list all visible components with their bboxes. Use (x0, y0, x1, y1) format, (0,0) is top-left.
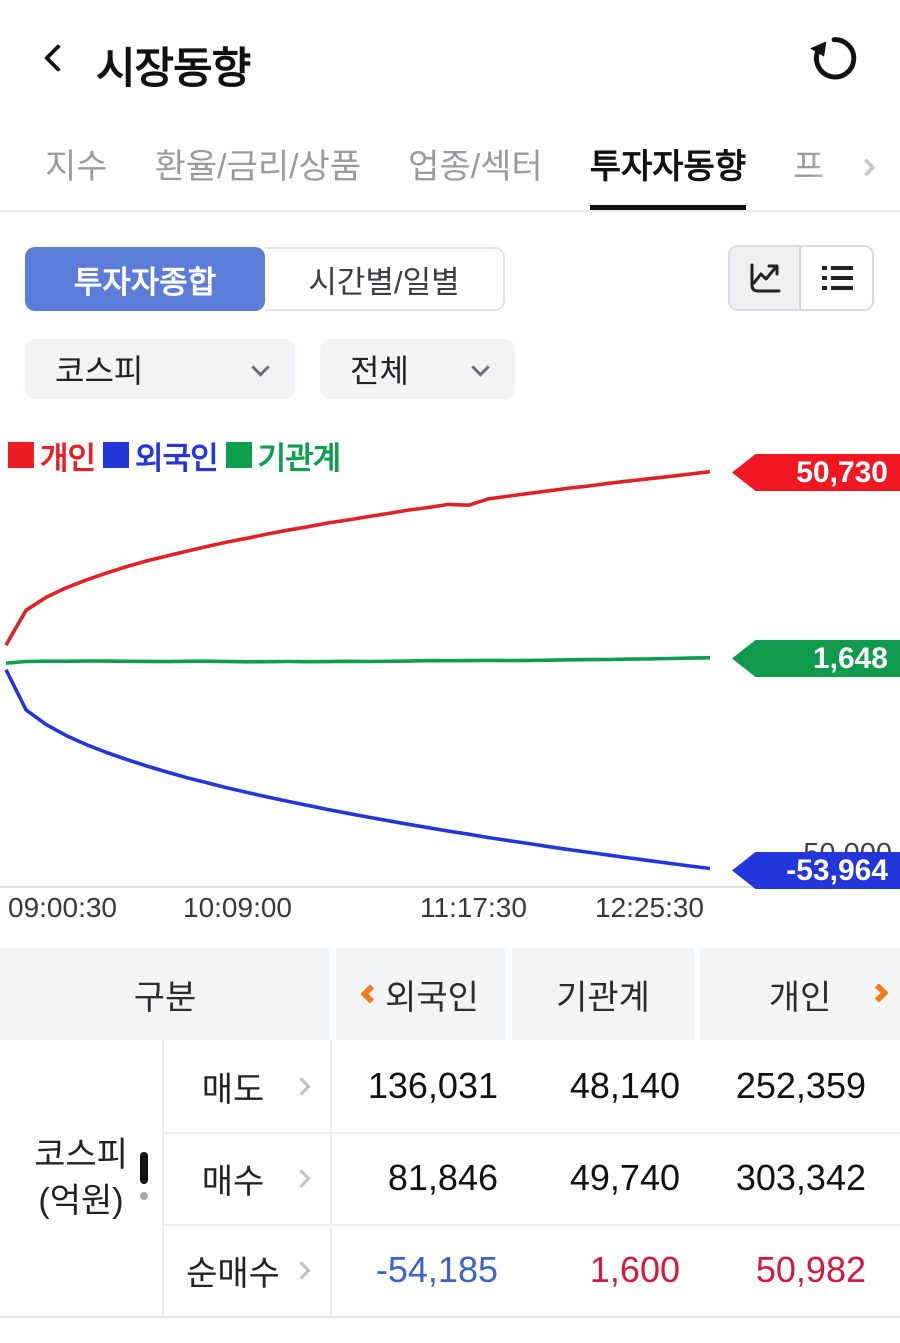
table-bottom-border (0, 1316, 900, 1318)
chevron-left-icon (43, 43, 73, 73)
investor-trend-chart: -50,000 50,730 1,648 -53,964 (0, 454, 900, 890)
segment-hourly-daily[interactable]: 시간별/일별 (265, 247, 505, 311)
row-label-sell: 매도 (201, 1070, 265, 1109)
tab-program-partial[interactable]: 프 (793, 148, 825, 186)
row-divider (162, 1132, 900, 1134)
exclamation-bar (140, 1152, 148, 1184)
x-tick-1: 09:00:30 (8, 892, 117, 923)
table-header-personal[interactable]: 개인 (700, 948, 900, 1040)
foreign-line (4, 668, 711, 871)
list-view-button[interactable] (801, 247, 872, 309)
tab-bar: 지수 환율/금리/상품 업종/섹터 투자자동향 프 (0, 126, 900, 212)
table-body: 코스피 (억원) 매도 136,031 48,140 252,359 매수 (0, 1040, 900, 1316)
group-label-unit: (억원) (38, 1182, 124, 1220)
table-corner-header: 구분 (0, 948, 330, 1040)
market-select-value: 코스피 (55, 353, 144, 389)
tab-investor-trends[interactable]: 투자자동향 (589, 139, 747, 210)
chevron-left-orange-icon[interactable] (360, 984, 380, 1004)
chart-line-icon (750, 263, 780, 293)
refresh-button[interactable] (806, 28, 862, 84)
chevron-right-orange-icon[interactable] (869, 983, 889, 1003)
legend-label-personal: 개인 (40, 440, 96, 476)
cell-sell-foreign: 136,031 (367, 1065, 498, 1106)
market-select[interactable]: 코스피 (25, 339, 295, 399)
table-header-row: 구분 외국인 기관계 개인 (0, 948, 900, 1040)
legend-label-foreign: 외국인 (135, 440, 219, 476)
x-tick-4: 12:25:30 (595, 892, 704, 923)
personal-value-flag: 50,730 (732, 454, 900, 491)
chevron-right-icon (857, 158, 876, 177)
chevron-right-icon (292, 1260, 311, 1280)
personal-line (4, 469, 711, 646)
cell-buy-foreign: 81,846 (387, 1157, 498, 1198)
title-bar: 시장동향 (0, 0, 900, 118)
chevron-down-icon (471, 358, 490, 377)
row-divider (162, 1224, 900, 1226)
tabs-more-button[interactable] (857, 158, 880, 180)
table-header-foreign-label: 외국인 (385, 978, 479, 1017)
legend-swatch-foreign (103, 442, 130, 468)
column-divider (330, 1040, 332, 1316)
column-divider (162, 1040, 164, 1316)
tab-fx-rates-commodities[interactable]: 환율/금리/상품 (154, 148, 362, 186)
institutional-line (5, 656, 711, 665)
tab-sectors[interactable]: 업종/섹터 (408, 148, 543, 186)
exclamation-icon[interactable] (140, 1152, 148, 1208)
x-axis: 09:00:30 10:09:00 11:17:30 12:25:30 (0, 892, 900, 932)
investor-table: 구분 외국인 기관계 개인 코스피 (억원) (0, 948, 900, 1318)
table-group-label: 코스피 (억원) (0, 1040, 162, 1316)
cell-net-personal: 50,982 (755, 1249, 866, 1290)
x-tick-2: 10:09:00 (183, 892, 292, 923)
chart-legend: 개인 외국인 기관계 (8, 440, 348, 476)
cell-buy-personal: 303,342 (735, 1157, 866, 1198)
page-title: 시장동향 (96, 45, 251, 93)
foreign-value-flag: -53,964 (732, 852, 900, 889)
table-row-buy[interactable]: 매수 81,846 49,740 303,342 (162, 1132, 900, 1224)
cell-buy-institutional: 49,740 (569, 1157, 680, 1198)
x-tick-3: 11:17:30 (420, 892, 527, 923)
chevron-down-icon (251, 358, 270, 377)
table-row-net-buy[interactable]: 순매수 -54,185 1,600 50,982 (162, 1224, 900, 1316)
exclamation-dot (140, 1192, 148, 1200)
segment-investor-summary[interactable]: 투자자종합 (25, 247, 265, 311)
refresh-icon (810, 37, 857, 80)
row-label-buy: 매수 (201, 1162, 265, 1201)
row-label-net-buy: 순매수 (186, 1254, 280, 1293)
legend-swatch-institutional (225, 442, 252, 468)
group-label-kospi: 코스피 (34, 1136, 128, 1174)
chart-list-toggle (728, 245, 874, 311)
table-header-institutional: 기관계 (512, 948, 694, 1040)
chart-view-button[interactable] (730, 247, 802, 309)
table-header-personal-label: 개인 (768, 978, 832, 1017)
chevron-right-icon (292, 1076, 311, 1096)
cell-sell-institutional: 48,140 (569, 1065, 680, 1106)
scope-select[interactable]: 전체 (320, 339, 515, 399)
cell-sell-personal: 252,359 (735, 1065, 866, 1106)
cell-net-institutional: 1,600 (589, 1249, 680, 1290)
chevron-right-icon (292, 1168, 311, 1188)
cell-net-foreign: -54,185 (375, 1249, 498, 1290)
scope-select-value: 전체 (350, 353, 409, 389)
back-button[interactable] (38, 40, 78, 80)
tab-index[interactable]: 지수 (45, 148, 108, 186)
table-row-sell[interactable]: 매도 136,031 48,140 252,359 (162, 1040, 900, 1132)
table-header-institutional-label: 기관계 (556, 978, 650, 1017)
view-segment-group: 투자자종합 시간별/일별 (25, 247, 505, 311)
list-icon (821, 266, 853, 290)
chart-canvas (0, 469, 900, 888)
institutional-value-flag: 1,648 (732, 640, 900, 677)
table-header-foreign[interactable]: 외국인 (336, 948, 506, 1040)
legend-label-institutional: 기관계 (257, 440, 342, 476)
legend-swatch-personal (8, 442, 34, 468)
